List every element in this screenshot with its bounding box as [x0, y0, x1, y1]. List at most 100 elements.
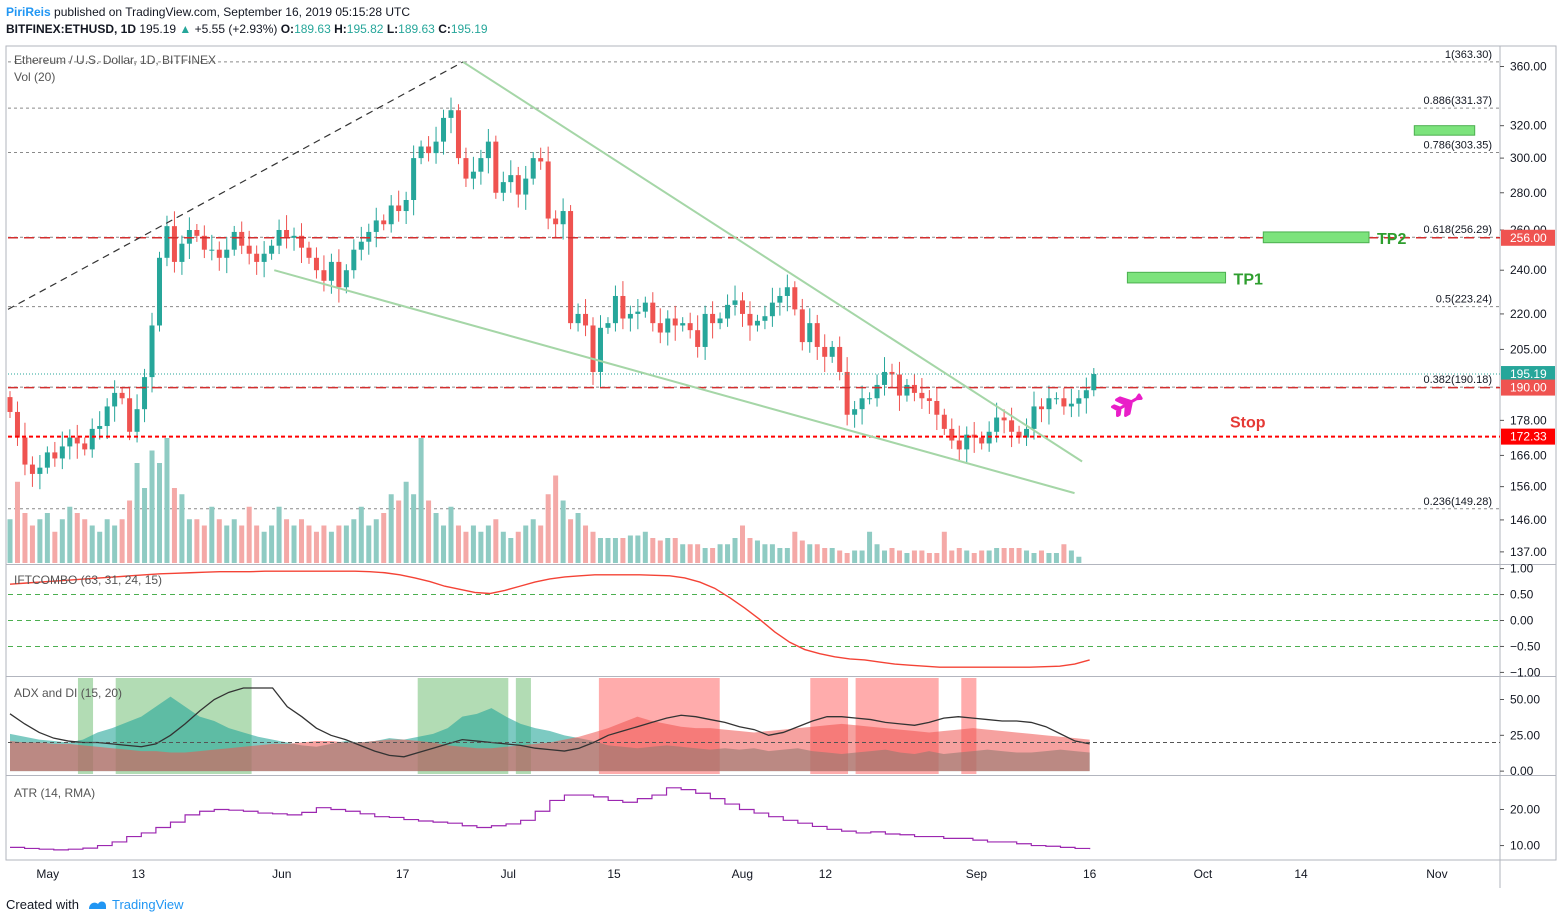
volume-bar	[687, 544, 693, 563]
candle-body	[710, 313, 716, 324]
main-pane-title: Ethereum / U.S. Dollar, 1D, BITFINEX	[14, 53, 216, 67]
candle-body	[814, 323, 820, 347]
candle-body	[493, 141, 499, 193]
volume-bar	[784, 548, 790, 563]
candle-body	[441, 117, 447, 142]
candle-body	[1016, 431, 1022, 438]
volume-bar	[1046, 553, 1052, 563]
volume-bar	[328, 531, 334, 563]
publish-line: PiriReis published on TradingView.com, S…	[6, 5, 410, 19]
candle-body	[799, 309, 805, 343]
volume-bar	[201, 525, 207, 563]
volume-bar	[119, 519, 125, 563]
candle-body	[769, 302, 775, 317]
price-tag-label: 256.00	[1510, 231, 1547, 245]
volume-bar	[777, 548, 783, 563]
candle-body	[463, 158, 469, 179]
volume-bar	[971, 553, 977, 563]
close-label: C:	[438, 22, 451, 36]
volume-bar	[852, 550, 858, 563]
volume-bar	[463, 531, 469, 563]
volume-bar	[896, 550, 902, 563]
x-tick-label: Jul	[501, 867, 516, 881]
candle-body	[67, 437, 73, 447]
adx-pane-title: ADX and DI (15, 20)	[14, 686, 122, 700]
y-tick-label: 220.00	[1510, 307, 1547, 321]
candle-body	[52, 452, 58, 459]
volume-bar	[224, 525, 230, 563]
candle-body	[216, 249, 222, 258]
candle-body	[523, 178, 529, 195]
candle-body	[321, 270, 327, 281]
candle-body	[747, 313, 753, 326]
volume-bar	[351, 519, 357, 563]
candle-body	[1061, 398, 1067, 407]
candle-body	[433, 141, 439, 154]
volume-bar	[134, 463, 140, 563]
ift-pane-title: IFTCOMBO (63, 31, 24, 15)	[14, 573, 162, 587]
x-tick-label: Sep	[966, 867, 988, 881]
target-zone	[1413, 125, 1476, 136]
tradingview-brand[interactable]: TradingView	[112, 897, 184, 912]
volume-bar	[156, 463, 162, 563]
candle-body	[411, 158, 417, 200]
candle-body	[418, 146, 424, 159]
adx-line	[9, 687, 1090, 758]
last-price: 195.19	[139, 22, 177, 36]
author-name[interactable]: PiriReis	[6, 5, 51, 19]
candle-body	[762, 316, 768, 321]
candle-body	[164, 226, 170, 258]
volume-bar	[89, 525, 95, 563]
candle-body	[1038, 406, 1044, 410]
volume-bar	[485, 525, 491, 563]
candle-body	[142, 377, 148, 410]
chart-header: PiriReis published on TradingView.com, S…	[0, 0, 1560, 40]
candle-body	[597, 327, 603, 372]
candle-body	[538, 158, 544, 162]
volume-bar	[239, 525, 245, 563]
volume-bar	[1024, 550, 1030, 563]
y-tick-label: 137.00	[1510, 545, 1547, 559]
volume-bar	[426, 500, 432, 563]
volume-bar	[590, 531, 596, 563]
candle-body	[44, 452, 50, 468]
candle-body	[1091, 374, 1097, 391]
close-value: 195.19	[450, 22, 488, 36]
candle-body	[104, 406, 110, 427]
volume-bar	[829, 548, 835, 563]
volume-bar	[665, 538, 671, 563]
rocket-icon	[1111, 393, 1143, 418]
candle-body	[904, 384, 910, 396]
price-tag	[1501, 428, 1555, 445]
volume-bar	[650, 538, 656, 563]
candle-body	[934, 400, 940, 415]
candle-body	[665, 318, 671, 333]
candle-body	[89, 428, 95, 450]
y-tick-label: 280.00	[1510, 186, 1547, 200]
volume-bar	[37, 519, 43, 563]
fib-level-label: 1(363.30)	[1445, 49, 1492, 61]
target-label: TP2	[1377, 231, 1406, 248]
volume-bar	[545, 494, 551, 563]
volume-bar	[994, 548, 1000, 563]
candle-body	[680, 323, 686, 326]
volume-bar	[919, 550, 925, 563]
price-tag	[1501, 366, 1555, 383]
candle-body	[612, 295, 618, 324]
volume-bar	[216, 519, 222, 563]
candle-body	[837, 346, 843, 372]
volume-bar	[769, 544, 775, 563]
price-tag-label: 195.19	[1510, 367, 1547, 381]
fib-level-label: 0.5(223.24)	[1436, 294, 1492, 306]
volume-bar	[695, 544, 701, 563]
candle-body	[1083, 390, 1089, 399]
candle-body	[1076, 398, 1082, 404]
candle-body	[358, 241, 364, 250]
chart-canvas[interactable]: May 13 Jun 17 Jul 15 Aug 12 Sep 16 Oct 14 Nov 1(363.3…	[0, 40, 1560, 890]
candle-body	[1053, 398, 1059, 400]
x-tick-label: 17	[396, 867, 410, 881]
x-tick-label: 12	[819, 867, 833, 881]
low-label: L:	[386, 22, 399, 36]
volume-bar	[1016, 548, 1022, 563]
y-tick-label: 300.00	[1510, 151, 1547, 165]
